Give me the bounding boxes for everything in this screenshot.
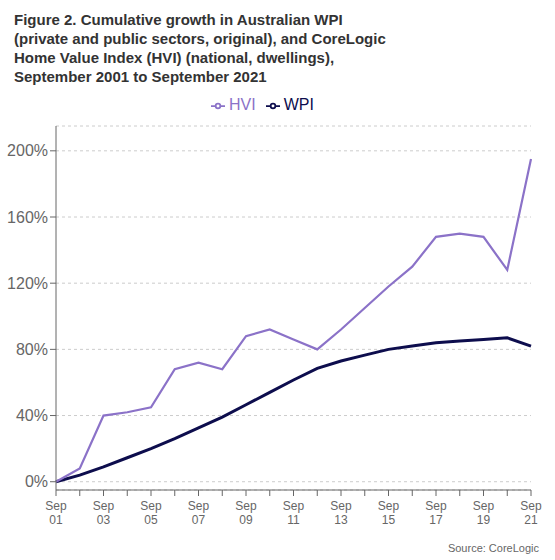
svg-text:Sep01: Sep01 [45, 499, 67, 527]
html-text:HVI: HVI [229, 96, 256, 113]
html-text:Home Value Index (HVI) (nation: Home Value Index (HVI) (national, dwelli… [14, 49, 334, 66]
svg-text:Sep19: Sep19 [473, 499, 495, 527]
svg-text:Sep15: Sep15 [378, 499, 400, 527]
svg-text:Sep21: Sep21 [520, 499, 542, 527]
svg-text:40%: 40% [16, 407, 48, 424]
svg-text:Sep05: Sep05 [140, 499, 162, 527]
svg-text:120%: 120% [8, 275, 48, 292]
html-text:Figure 2. Cumulative growth in: Figure 2. Cumulative growth in Australia… [14, 11, 343, 28]
svg-text:80%: 80% [16, 341, 48, 358]
svg-text:160%: 160% [8, 209, 48, 226]
html-text:Source: CoreLogic: Source: CoreLogic [447, 542, 539, 554]
html-text:WPI: WPI [283, 96, 314, 113]
svg-text:0%: 0% [25, 473, 48, 490]
html-text:September 2001 to September 20: September 2001 to September 2021 [14, 68, 267, 85]
svg-text:200%: 200% [8, 142, 48, 159]
svg-text:Sep11: Sep11 [283, 499, 305, 527]
svg-text:Sep03: Sep03 [93, 499, 115, 527]
svg-text:Sep17: Sep17 [425, 499, 447, 527]
svg-text:Sep09: Sep09 [235, 499, 257, 527]
svg-text:Sep07: Sep07 [188, 499, 210, 527]
html-text:(private and public sectors, o: (private and public sectors, original), … [14, 30, 386, 47]
svg-text:Sep13: Sep13 [330, 499, 352, 527]
